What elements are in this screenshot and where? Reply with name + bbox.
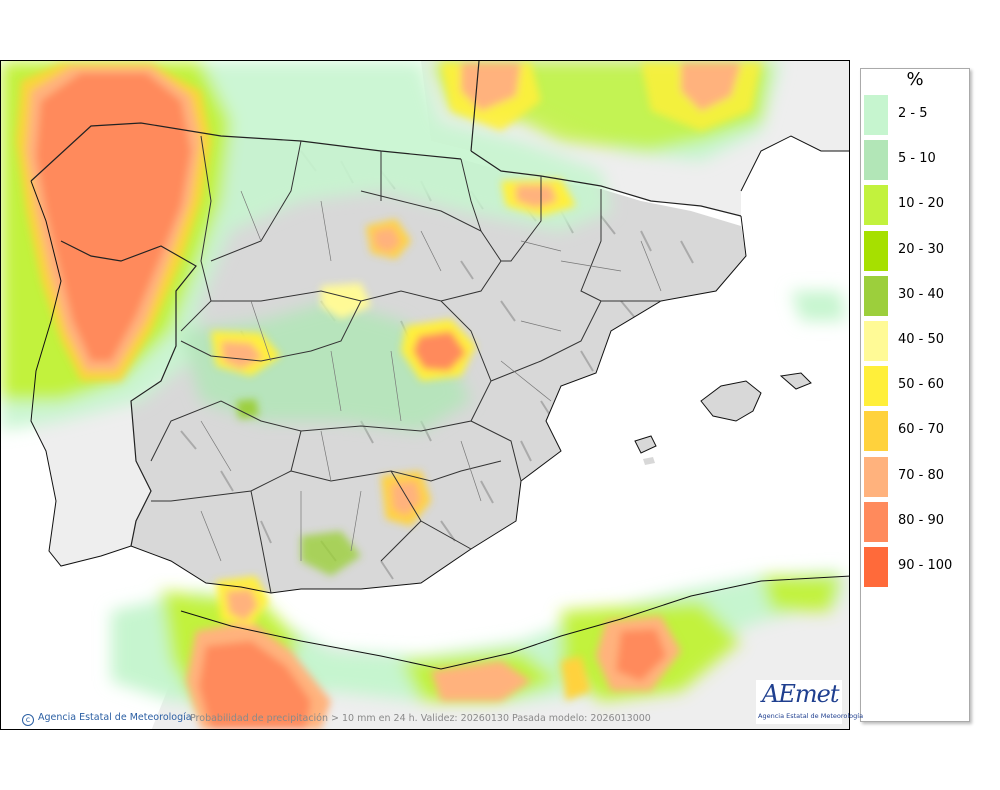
legend-item: 40 - 50 [861, 321, 969, 361]
legend: % 2 - 5 5 - 10 10 - 20 20 - 30 30 - 40 40 - 5… [860, 68, 970, 722]
legend-item: 10 - 20 [861, 185, 969, 226]
legend-item: 50 - 60 [861, 366, 969, 407]
legend-label: 10 - 20 [898, 196, 945, 212]
legend-item: 80 - 90 [861, 501, 969, 542]
coastlines [30, 135, 849, 670]
logo-subtitle: Agencia Estatal de Meteorología [758, 712, 864, 720]
legend-item: 90 - 100 [861, 547, 969, 587]
mallorca [701, 381, 761, 421]
caption: Probabilidad de precipitación > 10 mm en… [190, 713, 651, 724]
regional-borders [150, 135, 661, 594]
legend-item: 30 - 40 [861, 275, 969, 316]
legend-label: 2 - 5 [898, 106, 928, 121]
legend-swatch [864, 321, 888, 361]
legend-label: 60 - 70 [898, 422, 945, 438]
copyright-icon: c [22, 714, 34, 726]
legend-label: 70 - 80 [898, 467, 945, 483]
legend-title: % [906, 69, 924, 90]
legend-label: 5 - 10 [898, 151, 936, 167]
legend-label: 90 - 100 [898, 558, 953, 573]
legend-item: 5 - 10 [861, 140, 969, 181]
legend-swatch [864, 185, 888, 226]
menorca [781, 373, 811, 389]
legend-item: 70 - 80 [861, 456, 969, 497]
ibiza [635, 436, 656, 453]
legend-swatch [864, 501, 888, 542]
legend-swatch [864, 547, 888, 587]
probability-fields [1, 61, 846, 729]
legend-swatch [864, 230, 888, 271]
logo-text: AEmet [762, 680, 839, 708]
legend-label: 50 - 60 [898, 377, 945, 393]
legend-swatch [864, 95, 888, 135]
credit: c Agencia Estatal de Meteorología [22, 712, 192, 726]
provincial-borders [200, 190, 662, 562]
legend-label: 30 - 40 [898, 286, 945, 302]
legend-label: 80 - 90 [898, 512, 945, 528]
legend-swatch [864, 456, 888, 497]
legend-item: 20 - 30 [861, 230, 969, 271]
legend-item: 2 - 5 [861, 95, 969, 135]
formentera [643, 457, 655, 465]
legend-label: 40 - 50 [898, 332, 945, 347]
legend-item: 60 - 70 [861, 411, 969, 452]
aemet-logo: AEmet Agencia Estatal de Meteorología [756, 680, 863, 724]
legend-label: 20 - 30 [898, 241, 945, 257]
legend-swatch [864, 411, 888, 452]
legend-swatch [864, 140, 888, 181]
credit-text: Agencia Estatal de Meteorología [38, 712, 192, 723]
legend-swatch [864, 275, 888, 316]
map [0, 60, 850, 730]
legend-swatch [864, 366, 888, 407]
